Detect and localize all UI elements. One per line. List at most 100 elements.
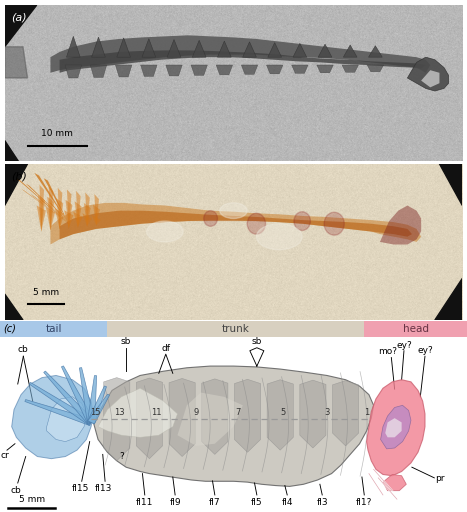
Polygon shape <box>216 65 233 75</box>
Text: 10 mm: 10 mm <box>42 129 73 138</box>
Polygon shape <box>25 399 92 425</box>
Polygon shape <box>142 39 156 57</box>
Polygon shape <box>84 203 91 226</box>
Polygon shape <box>50 203 421 245</box>
Polygon shape <box>439 164 462 205</box>
Polygon shape <box>141 65 157 76</box>
Text: fl13: fl13 <box>95 484 113 493</box>
Polygon shape <box>177 393 243 446</box>
Polygon shape <box>385 418 402 437</box>
Polygon shape <box>76 191 81 227</box>
Text: df: df <box>161 344 170 353</box>
Polygon shape <box>46 207 55 230</box>
Text: 5 mm: 5 mm <box>19 495 45 504</box>
Polygon shape <box>383 475 406 490</box>
Polygon shape <box>291 65 308 73</box>
Polygon shape <box>267 380 293 450</box>
Text: mo?: mo? <box>378 347 397 356</box>
Ellipse shape <box>220 203 247 219</box>
Polygon shape <box>60 211 412 239</box>
Polygon shape <box>115 65 132 77</box>
Polygon shape <box>49 186 53 230</box>
Polygon shape <box>88 394 110 424</box>
Text: cb: cb <box>10 485 21 495</box>
Polygon shape <box>37 205 46 231</box>
Polygon shape <box>93 366 374 486</box>
Polygon shape <box>98 388 177 437</box>
Text: sb: sb <box>252 337 262 347</box>
Polygon shape <box>234 379 261 452</box>
Polygon shape <box>65 65 82 78</box>
Text: sb: sb <box>121 337 131 347</box>
Polygon shape <box>40 200 69 224</box>
Polygon shape <box>267 65 283 74</box>
Polygon shape <box>79 368 95 423</box>
Text: fl9: fl9 <box>170 498 181 507</box>
Polygon shape <box>93 204 100 225</box>
Polygon shape <box>300 380 326 448</box>
FancyBboxPatch shape <box>0 321 107 337</box>
Polygon shape <box>21 189 69 224</box>
Polygon shape <box>117 38 131 57</box>
Polygon shape <box>94 194 99 225</box>
Circle shape <box>324 212 344 235</box>
Polygon shape <box>26 184 69 224</box>
Polygon shape <box>136 378 163 459</box>
Polygon shape <box>38 195 45 231</box>
Polygon shape <box>5 294 23 320</box>
Polygon shape <box>202 379 228 455</box>
Polygon shape <box>318 44 332 57</box>
Text: fl4: fl4 <box>282 498 293 507</box>
Polygon shape <box>5 5 37 47</box>
Text: 5 mm: 5 mm <box>33 288 59 296</box>
Polygon shape <box>47 397 86 441</box>
Polygon shape <box>85 193 90 226</box>
Polygon shape <box>5 47 28 78</box>
Text: 1: 1 <box>364 408 369 417</box>
Text: 11: 11 <box>151 408 162 417</box>
Polygon shape <box>30 194 69 224</box>
Polygon shape <box>317 65 333 73</box>
Polygon shape <box>44 178 69 224</box>
Polygon shape <box>268 42 282 57</box>
Text: ey?: ey? <box>417 346 433 355</box>
Text: 7: 7 <box>235 408 241 417</box>
Text: fl7: fl7 <box>209 498 220 507</box>
Polygon shape <box>44 371 94 424</box>
Polygon shape <box>58 188 62 229</box>
Text: cb: cb <box>18 345 29 354</box>
Polygon shape <box>243 42 256 57</box>
Polygon shape <box>65 200 72 228</box>
Text: fl15: fl15 <box>71 484 89 493</box>
Polygon shape <box>67 189 71 228</box>
Polygon shape <box>367 65 383 72</box>
Text: trunk: trunk <box>222 324 250 334</box>
Text: pr: pr <box>435 474 445 483</box>
Text: ey?: ey? <box>396 341 412 350</box>
Polygon shape <box>49 202 69 224</box>
Polygon shape <box>381 406 411 449</box>
Text: 15: 15 <box>91 408 101 417</box>
Polygon shape <box>60 50 426 73</box>
Polygon shape <box>169 378 195 457</box>
Polygon shape <box>333 380 359 446</box>
Text: (b): (b) <box>12 172 28 182</box>
Polygon shape <box>90 65 107 77</box>
Polygon shape <box>407 57 449 91</box>
Polygon shape <box>192 40 206 57</box>
Circle shape <box>204 211 218 226</box>
Polygon shape <box>66 36 80 57</box>
Circle shape <box>294 212 311 230</box>
Polygon shape <box>75 201 82 227</box>
Polygon shape <box>12 375 93 459</box>
Polygon shape <box>342 65 359 72</box>
Ellipse shape <box>147 221 183 242</box>
Polygon shape <box>368 46 382 57</box>
Polygon shape <box>73 212 83 227</box>
Polygon shape <box>16 178 69 224</box>
Polygon shape <box>218 41 231 57</box>
Text: head: head <box>403 324 429 334</box>
Polygon shape <box>87 376 97 423</box>
Polygon shape <box>241 65 258 74</box>
Polygon shape <box>55 208 64 229</box>
